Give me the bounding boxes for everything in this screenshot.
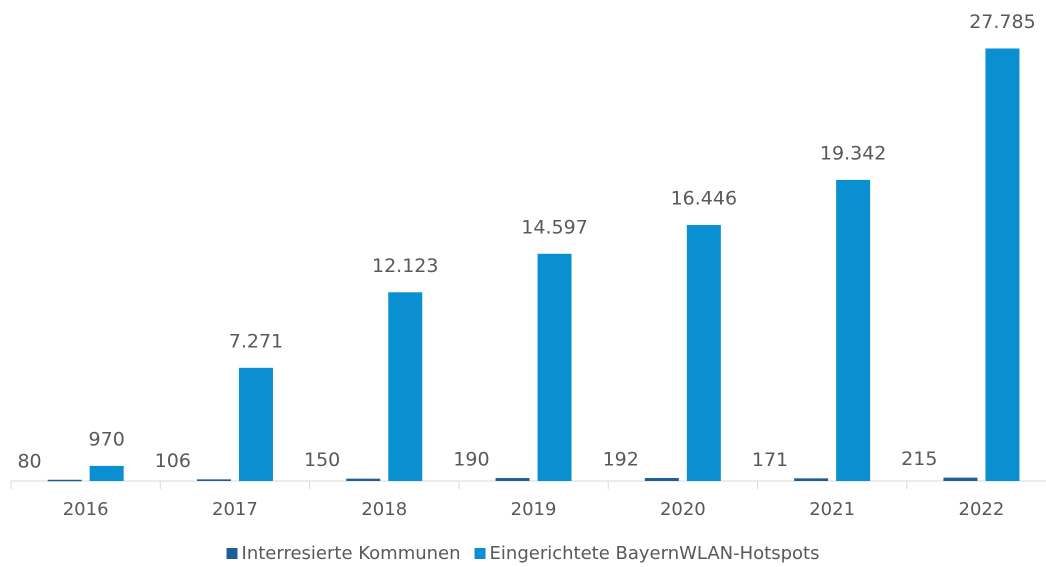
data-label: 27.785: [969, 11, 1035, 33]
data-label: 19.342: [820, 142, 886, 164]
bar: [943, 477, 978, 481]
data-label: 190: [453, 449, 489, 471]
bar: [196, 479, 231, 481]
data-label: 7.271: [229, 330, 283, 352]
data-label: 16.446: [671, 187, 737, 209]
legend-label: Eingerichtete BayernWLAN-Hotspots: [490, 543, 820, 564]
data-label: 215: [901, 448, 937, 470]
x-tick-label: 2018: [361, 499, 407, 520]
data-label: 171: [752, 449, 788, 471]
data-label: 150: [304, 449, 340, 471]
bar: [47, 479, 82, 482]
bar: [686, 224, 721, 481]
bar: [89, 465, 124, 481]
data-label: 12.123: [372, 255, 438, 277]
legend-swatch: [474, 548, 486, 559]
bar: [238, 367, 273, 481]
data-label: 192: [603, 449, 639, 471]
legend-label: Interresierte Kommunen: [242, 543, 461, 564]
x-tick-label: 2016: [63, 499, 109, 520]
bar: [537, 253, 572, 481]
bar: [388, 292, 423, 481]
bar: [346, 478, 381, 481]
legend-swatch: [226, 548, 238, 559]
bar: [836, 179, 871, 481]
x-tick-label: 2019: [511, 499, 557, 520]
data-label: 80: [17, 450, 41, 472]
bar: [985, 48, 1020, 482]
x-tick-label: 2017: [212, 499, 258, 520]
data-label: 14.597: [521, 216, 587, 238]
data-label: 106: [155, 450, 191, 472]
bar: [495, 478, 530, 481]
x-tick-label: 2021: [809, 499, 855, 520]
bar: [794, 478, 829, 481]
data-label: 970: [89, 428, 125, 450]
x-tick-label: 2022: [959, 499, 1005, 520]
x-tick-label: 2020: [660, 499, 706, 520]
bar: [644, 478, 679, 481]
